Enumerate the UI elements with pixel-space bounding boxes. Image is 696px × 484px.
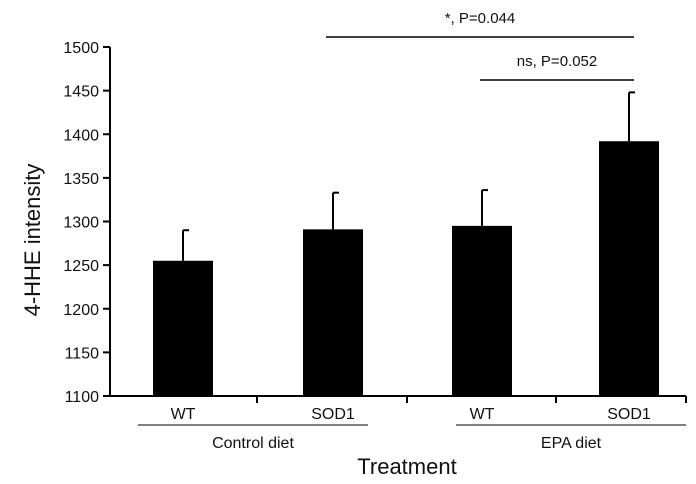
y-tick-label: 1100 [65, 389, 100, 406]
x-axis: WT SOD1 WT SOD1 [110, 395, 687, 423]
group-label: Control diet [212, 435, 294, 452]
bar [452, 225, 512, 396]
bar [599, 141, 659, 396]
y-axis: 1100 1150 1200 1250 1300 1350 1400 1450 1500 [63, 40, 111, 406]
x-tick-label: SOD1 [607, 406, 651, 423]
y-tick-label: 1400 [63, 127, 99, 144]
bar [153, 260, 213, 396]
significance-label: ns, P=0.052 [517, 53, 597, 70]
y-tick-label: 1300 [63, 215, 99, 232]
y-axis-title: 4-HHE intensity [20, 164, 45, 317]
bar [303, 229, 363, 396]
significance-annotations: *, P=0.044 ns, P=0.052 [326, 10, 634, 81]
y-tick-label: 1500 [63, 40, 99, 57]
significance-label: *, P=0.044 [445, 10, 515, 27]
bars [153, 141, 659, 396]
x-tick-label: WT [171, 406, 196, 423]
group-labels: Control diet EPA diet [138, 424, 686, 452]
y-tick-label: 1200 [63, 302, 99, 319]
x-axis-title: Treatment [357, 454, 456, 479]
x-tick-label: SOD1 [311, 406, 355, 423]
y-tick-label: 1350 [63, 171, 99, 188]
error-bars [182, 91, 635, 261]
x-tick-label: WT [470, 406, 495, 423]
y-tick-label: 1150 [65, 345, 100, 362]
y-tick-label: 1450 [63, 84, 99, 101]
y-tick-label: 1250 [63, 258, 99, 275]
group-label: EPA diet [541, 435, 602, 452]
